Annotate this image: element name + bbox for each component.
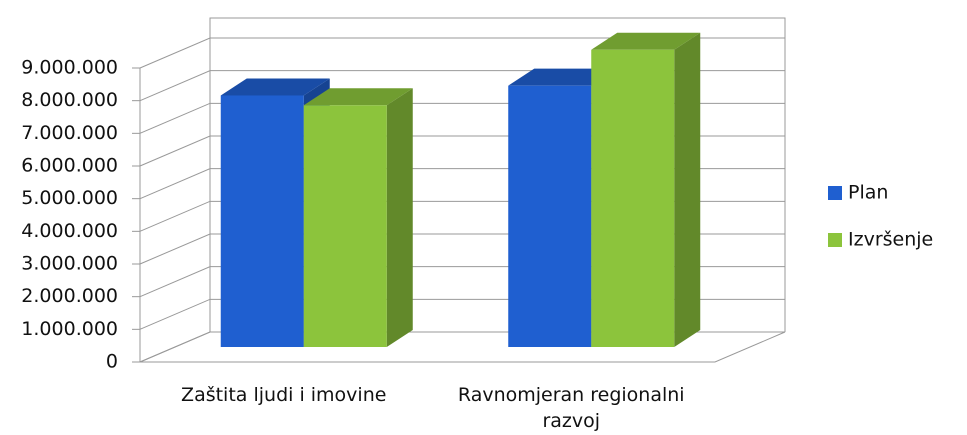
bar-top <box>508 68 618 86</box>
y-tick-label: 4.000.000 <box>21 220 118 242</box>
y-tick-label: 1.000.000 <box>21 318 118 340</box>
y-tick-label: 0 <box>106 351 118 373</box>
bar <box>220 95 304 347</box>
bar-top <box>303 88 413 106</box>
y-tick-label: 6.000.000 <box>21 155 118 177</box>
y-tick-label: 5.000.000 <box>21 187 118 209</box>
back-wall <box>209 17 786 332</box>
bar-side <box>386 88 413 348</box>
x-tick-label: Ravnomjeran regionalni razvoj <box>457 384 685 432</box>
grid-line <box>139 37 785 69</box>
bar <box>303 105 387 348</box>
legend-swatch <box>828 233 842 247</box>
legend-swatch <box>828 186 842 200</box>
x-tick-label: Zaštita ljudi i imovine <box>181 384 387 406</box>
bar-side <box>674 32 701 347</box>
legend-label: Izvršenje <box>848 229 933 251</box>
y-tick-label: 2.000.000 <box>21 285 118 307</box>
y-tick-label: 7.000.000 <box>21 122 118 144</box>
y-tick-label: 9.000.000 <box>21 57 118 79</box>
legend-label: Plan <box>848 182 888 204</box>
bar <box>508 85 592 348</box>
bar-top <box>591 32 701 50</box>
bar-top <box>220 78 330 96</box>
y-tick-label: 8.000.000 <box>21 89 118 111</box>
bar <box>591 49 675 347</box>
y-tick-label: 3.000.000 <box>21 253 118 275</box>
